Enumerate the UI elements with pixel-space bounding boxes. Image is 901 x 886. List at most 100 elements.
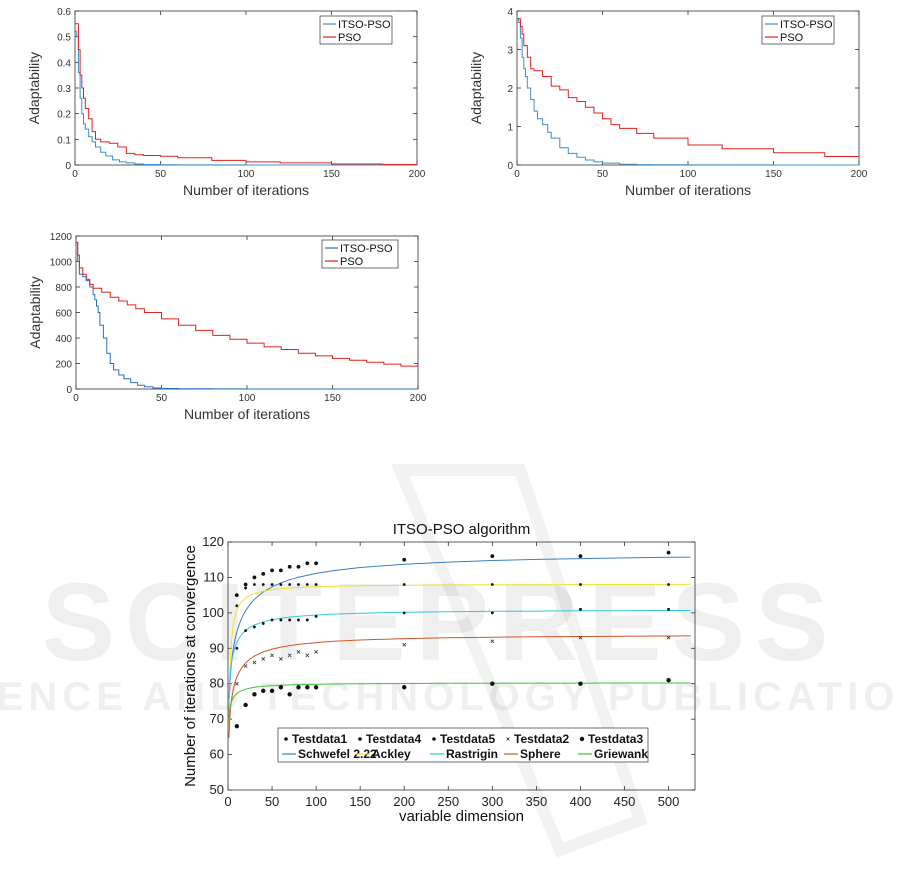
x-tick-label: 200 [851, 169, 868, 180]
data-point [270, 583, 274, 586]
y-tick-label: 1 [507, 123, 513, 134]
data-point [579, 607, 582, 611]
data-point [490, 611, 494, 615]
watermark-logo [390, 464, 648, 858]
y-axis-label: Adaptability [468, 52, 484, 124]
legend-label: Sphere [520, 747, 561, 761]
data-point [235, 604, 239, 608]
legend-label: Testdata1 [292, 732, 347, 746]
x-axis-label: Number of iterations [184, 406, 310, 422]
y-tick-label: 90 [210, 640, 224, 655]
data-point [667, 583, 670, 586]
data-point [402, 583, 406, 586]
data-point [269, 688, 275, 693]
x-tick-label: 100 [238, 169, 255, 180]
data-point [234, 724, 240, 729]
y-tick-label: 0.3 [57, 84, 71, 95]
x-tick-label: 200 [410, 393, 427, 404]
legend-label: Testdata3 [588, 732, 643, 746]
x-tick-label: 0 [73, 393, 79, 404]
x-axis-label: Number of iterations [625, 182, 751, 198]
y-tick-label: 0 [65, 161, 71, 172]
x-axis-label: variable dimension [399, 808, 524, 825]
data-point [287, 692, 292, 697]
x-tick-label: 200 [409, 169, 426, 180]
data-point [288, 583, 292, 586]
y-tick-label: 2 [507, 84, 513, 95]
y-tick-label: 0.4 [57, 58, 71, 69]
y-tick-label: 0.5 [57, 33, 71, 44]
y-tick-label: 3 [507, 46, 513, 57]
legend-marker [579, 736, 585, 742]
x-tick-label: 0 [72, 169, 78, 180]
data-point [270, 618, 274, 622]
y-tick-label: 200 [55, 360, 72, 371]
y-tick-label: 70 [210, 711, 224, 726]
legend-marker [358, 737, 362, 741]
y-tick-label: 1000 [50, 258, 73, 269]
data-point [261, 622, 265, 625]
data-point [234, 681, 239, 686]
y-axis-label: Adaptability [27, 276, 43, 348]
watermark: SCITEPRESS SCIENCE AND TECHNOLOGY PUBLIC… [0, 464, 901, 858]
x-tick-label: 50 [155, 169, 167, 180]
data-point [279, 618, 283, 622]
legend-label: Griewank [594, 747, 648, 761]
chart-3: 0 50 100 150 200 0 200 400 600 800 1000 1200 Number … [27, 232, 427, 422]
data-point [490, 681, 495, 686]
data-point [490, 583, 494, 586]
data-point [243, 702, 248, 708]
data-point [314, 615, 318, 618]
y-tick-label: 1200 [50, 232, 73, 243]
data-point [252, 575, 257, 580]
legend-marker [284, 737, 288, 741]
y-tick-label: 50 [210, 782, 224, 797]
data-point [490, 639, 495, 644]
data-point [234, 593, 239, 598]
data-point [305, 618, 309, 622]
y-axis-label: Number of iterations at convergence [182, 545, 199, 787]
x-tick-label: 0 [514, 169, 520, 180]
data-point [297, 618, 300, 622]
x-tick-label: 150 [324, 393, 341, 404]
y-tick-label: 0.1 [57, 135, 71, 146]
y-tick-label: 0.2 [57, 110, 71, 121]
data-point [278, 685, 284, 690]
legend-label: Ackley [372, 747, 411, 761]
legend-label: PSO [780, 32, 804, 44]
data-point [287, 653, 292, 658]
data-point [402, 611, 406, 615]
data-point [253, 583, 256, 586]
series-line-pso [76, 241, 419, 368]
y-tick-label: 100 [202, 605, 224, 620]
data-point [288, 618, 292, 622]
x-tick-label: 400 [570, 794, 592, 809]
data-point [261, 571, 266, 576]
x-tick-label: 350 [526, 794, 548, 809]
series-line-itso-pso [75, 31, 417, 166]
data-point [305, 653, 310, 658]
series-line-pso [517, 18, 860, 160]
x-tick-label: 150 [765, 169, 782, 180]
data-point [666, 677, 671, 683]
data-point [666, 550, 671, 555]
data-point [244, 629, 248, 632]
data-point [279, 583, 283, 586]
data-point [578, 681, 583, 686]
series-line-itso-pso [517, 18, 859, 166]
x-tick-label: 150 [323, 169, 340, 180]
x-tick-label: 100 [305, 794, 327, 809]
y-tick-label: 800 [55, 283, 72, 294]
y-tick-label: 4 [507, 7, 513, 18]
legend-label: PSO [338, 32, 362, 44]
data-point [402, 642, 407, 647]
x-tick-label: 50 [265, 794, 279, 809]
x-tick-label: 0 [224, 794, 231, 809]
legend-label: ITSO-PSO [338, 19, 391, 31]
data-point [261, 688, 266, 693]
data-point [252, 660, 257, 665]
y-tick-label: 60 [210, 747, 224, 762]
data-point [305, 561, 310, 566]
legend-marker [506, 737, 510, 741]
